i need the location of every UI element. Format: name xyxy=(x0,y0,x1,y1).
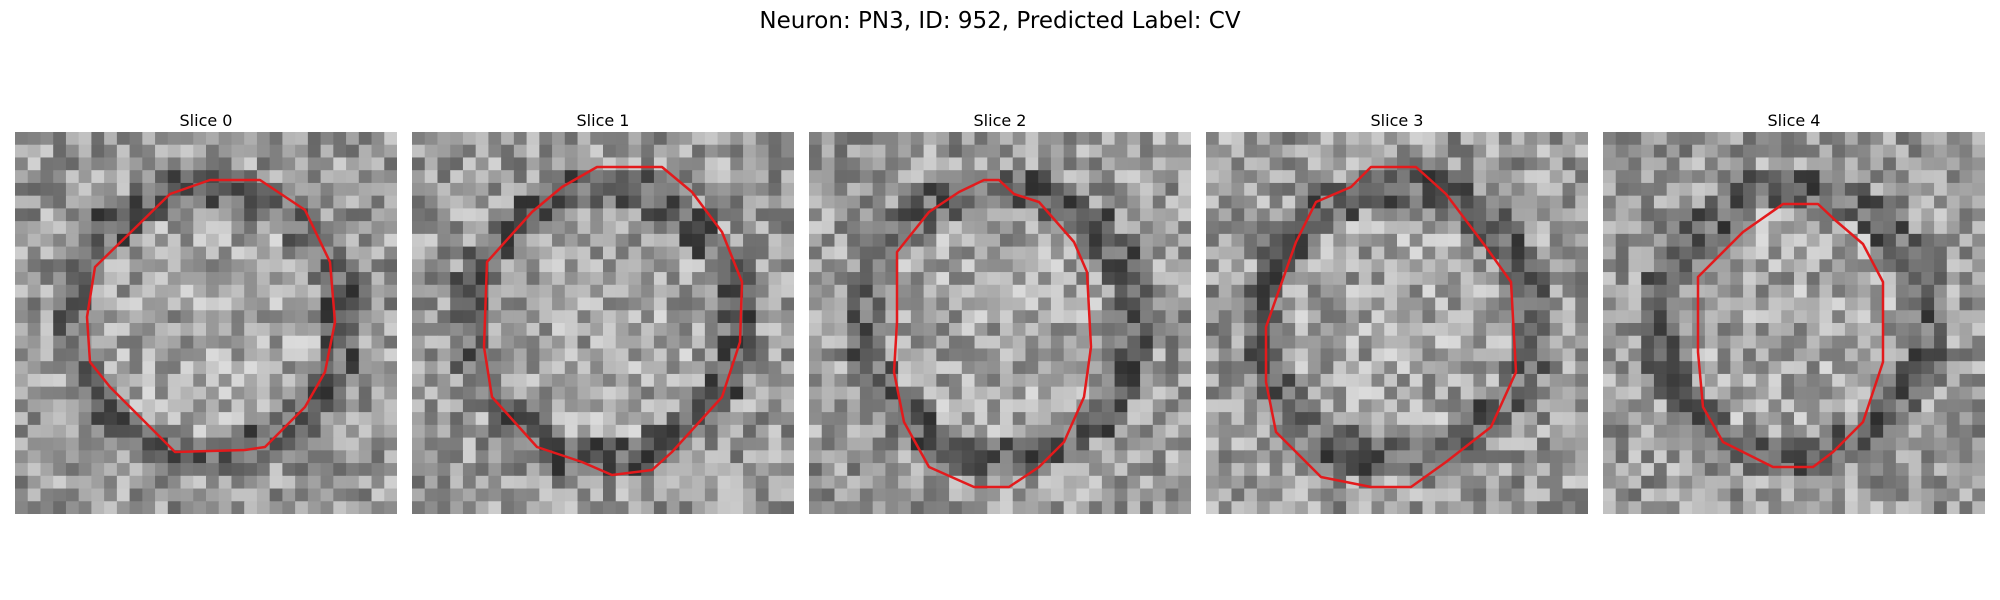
segmentation-contour xyxy=(482,165,744,477)
segmentation-contour xyxy=(1264,165,1518,489)
slice-title: Slice 2 xyxy=(973,111,1027,130)
slice-svg xyxy=(1603,132,1985,514)
slice-title: Slice 3 xyxy=(1370,111,1424,130)
grayscale-pixel-grid xyxy=(15,132,397,514)
slice-svg xyxy=(809,132,1191,514)
slice-image xyxy=(1603,132,1985,514)
slice-svg xyxy=(1206,132,1588,514)
figure-title: Neuron: PN3, ID: 952, Predicted Label: C… xyxy=(759,8,1241,34)
segmentation-contour xyxy=(85,178,337,454)
slice-panel-3: Slice 3 xyxy=(1206,110,1588,514)
segmentation-contour xyxy=(1696,202,1885,469)
segmentation-contour xyxy=(892,178,1093,489)
slice-image xyxy=(809,132,1191,514)
slice-svg xyxy=(15,132,397,514)
slice-panel-2: Slice 2 xyxy=(809,110,1191,514)
slice-svg xyxy=(412,132,794,514)
slice-image xyxy=(1206,132,1588,514)
grayscale-pixel-grid xyxy=(1603,132,1985,514)
grayscale-pixel-grid xyxy=(412,132,794,514)
slice-title: Slice 0 xyxy=(179,111,233,130)
slice-panel-1: Slice 1 xyxy=(412,110,794,514)
slice-title: Slice 1 xyxy=(576,111,630,130)
slice-image xyxy=(412,132,794,514)
slice-title: Slice 4 xyxy=(1767,111,1821,130)
slice-panel-4: Slice 4 xyxy=(1603,110,1985,514)
grayscale-pixel-grid xyxy=(1206,132,1588,514)
grayscale-pixel-grid xyxy=(809,132,1191,514)
slice-panel-0: Slice 0 xyxy=(15,110,397,514)
slice-image xyxy=(15,132,397,514)
